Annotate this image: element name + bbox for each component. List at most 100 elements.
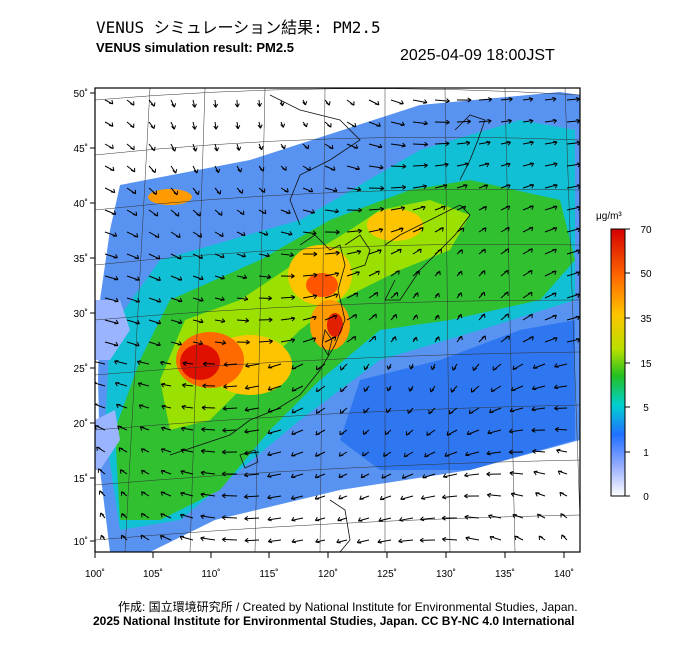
wind-arrow — [400, 495, 414, 501]
wind-arrow — [456, 205, 467, 211]
wind-arrow — [170, 253, 182, 260]
wind-arrow — [464, 514, 480, 520]
wind-arrow — [170, 231, 181, 239]
wind-arrow — [315, 429, 326, 436]
wind-arrow — [566, 162, 580, 168]
wind-arrow — [119, 469, 128, 475]
wind-arrow — [368, 249, 382, 255]
wind-arrow — [139, 426, 150, 431]
wind-arrow — [280, 316, 296, 322]
wind-arrow — [456, 97, 472, 103]
wind-arrow — [357, 517, 370, 522]
wind-arrow — [214, 165, 221, 174]
wind-arrow — [368, 99, 380, 106]
wind-arrow — [456, 140, 471, 146]
wind-arrow — [434, 270, 441, 277]
wind-arrow — [214, 340, 227, 345]
wind-arrow — [522, 248, 533, 255]
wind-arrow — [522, 205, 534, 211]
wind-arrow — [522, 291, 533, 299]
wind-arrow — [509, 407, 524, 413]
wind-arrow — [179, 535, 194, 541]
wind-arrow — [346, 250, 362, 255]
wind-arrow — [148, 165, 157, 174]
wind-arrow — [236, 187, 244, 194]
wind-arrow — [180, 492, 194, 497]
wind-arrow — [478, 291, 486, 299]
wind-arrow — [514, 535, 524, 541]
wind-arrow — [544, 184, 558, 189]
lat-label: 30˚ — [74, 308, 88, 320]
wind-arrow — [412, 184, 428, 190]
lat-label: 35˚ — [74, 253, 88, 265]
wind-arrow — [324, 336, 337, 343]
wind-arrow — [532, 449, 546, 454]
wind-arrow — [478, 162, 490, 168]
wind-arrow — [170, 341, 183, 346]
wind-arrow — [441, 515, 458, 521]
wind-arrow — [338, 495, 348, 500]
wind-arrow — [488, 407, 502, 414]
graticule — [95, 88, 580, 552]
wind-arrow — [363, 407, 370, 414]
wind-arrow — [408, 363, 414, 370]
lon-label: 105˚ — [143, 568, 163, 580]
wind-arrow — [192, 209, 201, 217]
wind-arrow — [148, 99, 156, 107]
wind-arrow — [324, 208, 340, 214]
wind-arrow — [390, 248, 402, 255]
colorbar-tick-label: 5 — [643, 403, 649, 414]
wind-arrow — [223, 361, 238, 367]
wind-arrow — [280, 273, 295, 279]
wind-arrow — [214, 318, 226, 323]
map-frame — [94, 87, 581, 553]
wind-arrow — [192, 143, 198, 152]
wind-arrow — [302, 209, 316, 214]
wind-arrow — [98, 490, 106, 497]
wind-arrow — [338, 451, 348, 457]
wind-arrow — [118, 447, 128, 453]
wind-arrow — [544, 118, 558, 124]
wind-arrow — [114, 382, 128, 387]
wind-arrow — [159, 360, 172, 366]
wind-arrow — [478, 184, 489, 189]
wind-arrow — [244, 428, 260, 434]
wind-arrow — [544, 227, 558, 233]
wind-arrow — [346, 143, 359, 149]
wind-arrow — [510, 492, 524, 498]
wind-arrow — [136, 360, 150, 365]
wind-arrow — [554, 405, 568, 411]
wind-arrow — [290, 473, 304, 478]
wind-arrow — [214, 296, 225, 302]
wind-arrow — [412, 205, 426, 211]
wind-arrow — [340, 363, 348, 371]
wind-arrow — [446, 429, 458, 436]
wind-arrow — [324, 272, 340, 277]
wind-arrow — [291, 385, 304, 392]
wind-arrow — [544, 162, 558, 167]
wind-arrow — [104, 297, 119, 303]
wind-arrow — [104, 231, 118, 237]
wind-arrow — [538, 535, 546, 541]
wind-arrow — [245, 362, 260, 368]
wind-arrow — [214, 231, 224, 238]
wind-arrow — [368, 121, 381, 127]
wind-arrow — [104, 253, 118, 259]
wind-arrow — [412, 141, 429, 147]
wind-arrow — [434, 141, 450, 147]
wind-vectors — [95, 96, 580, 544]
wind-arrow — [566, 96, 580, 102]
wind-arrow — [390, 206, 406, 211]
wind-arrow — [368, 185, 385, 191]
wind-arrow — [390, 227, 404, 233]
wind-arrow — [434, 162, 449, 168]
wind-arrow — [422, 473, 436, 479]
wind-arrow — [489, 536, 502, 541]
wind-arrow — [191, 99, 197, 108]
wind-arrow — [126, 209, 138, 217]
wind-arrow — [214, 275, 225, 280]
wind-arrow — [346, 186, 362, 192]
wind-arrow — [258, 274, 272, 280]
wind-arrow — [456, 227, 465, 233]
